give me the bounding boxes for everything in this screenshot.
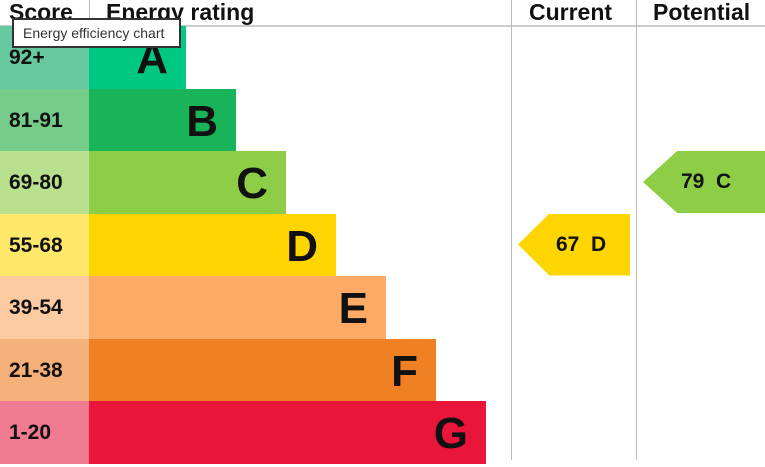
rating-bar-e: E	[89, 276, 386, 339]
score-range-e: 39-54	[0, 276, 89, 339]
rating-bar-c: C	[89, 151, 286, 214]
header-divider	[0, 25, 765, 27]
rating-bar-d: D	[89, 213, 336, 277]
score-range-f: 21-38	[0, 338, 89, 402]
rating-bar-f: F	[89, 338, 436, 402]
column-divider	[511, 0, 512, 460]
score-range-b: 81-91	[0, 88, 89, 152]
tooltip: Energy efficiency chart	[12, 18, 181, 48]
rating-bar-b: B	[89, 88, 236, 152]
potential-rating-arrow: 79 C	[643, 151, 765, 213]
score-range-g: 1-20	[0, 401, 89, 464]
header-current: Current	[529, 0, 613, 25]
rating-bar-g: G	[89, 401, 486, 464]
score-range-d: 55-68	[0, 213, 89, 277]
score-range-c: 69-80	[0, 151, 89, 214]
header-potential: Potential	[653, 0, 751, 25]
column-divider	[89, 0, 90, 26]
column-divider	[636, 0, 637, 460]
current-rating-arrow: 67 D	[518, 213, 630, 276]
